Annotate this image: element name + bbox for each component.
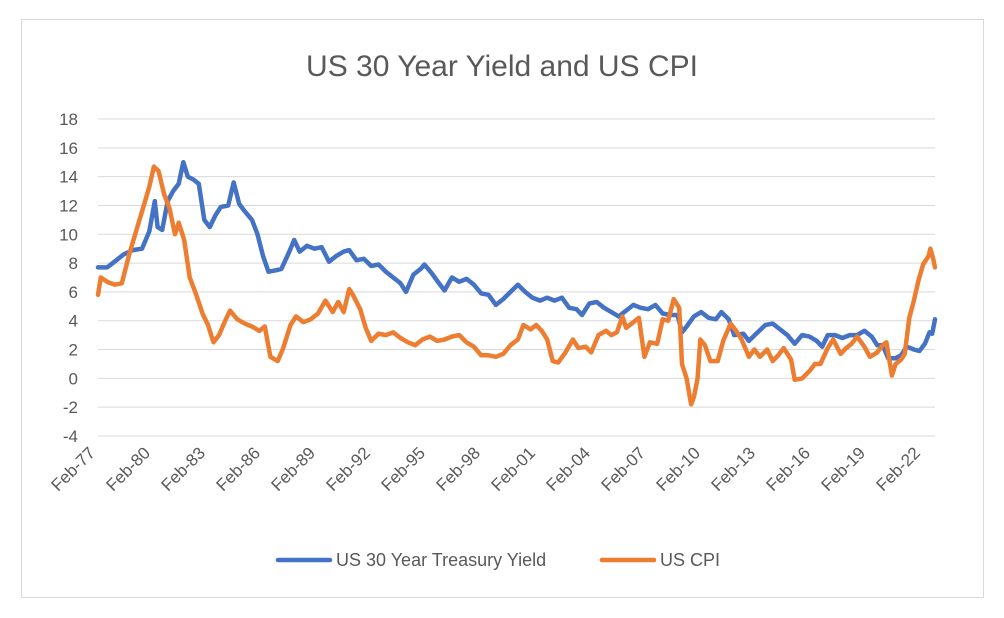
legend-label-1: US CPI <box>660 550 720 570</box>
x-tick-label: Feb-77 <box>47 443 99 495</box>
y-tick-label: 2 <box>69 341 78 360</box>
y-tick-label: 12 <box>59 196 78 215</box>
y-tick-label: 0 <box>69 369 78 388</box>
x-tick-label: Feb-92 <box>322 443 374 495</box>
x-axis-tick-labels: Feb-77 Feb-80 Feb-83 Feb-86 Feb-89 Feb-92 Feb-… <box>47 443 924 495</box>
x-tick-label: Feb-80 <box>102 443 154 495</box>
y-tick-label: 4 <box>69 312 78 331</box>
x-tick-label: Feb-01 <box>488 443 540 495</box>
chart-svg: US 30 Year Yield and US CPI -4 -2 0 2 4 6 8 10 1… <box>47 50 938 570</box>
x-tick-label: Feb-19 <box>818 443 870 495</box>
x-tick-label: Feb-13 <box>708 443 760 495</box>
chart-frame: US 30 Year Yield and US CPI -4 -2 0 2 4 6 8 10 1… <box>21 19 984 598</box>
y-axis-tick-labels: -4 -2 0 2 4 6 8 10 12 14 16 18 <box>59 110 78 446</box>
x-tick-label: Feb-10 <box>653 443 705 495</box>
chart-title: US 30 Year Yield and US CPI <box>306 50 698 83</box>
y-tick-label: 10 <box>59 225 78 244</box>
x-tick-label: Feb-04 <box>543 443 595 495</box>
x-tick-label: Feb-86 <box>212 443 264 495</box>
x-tick-label: Feb-89 <box>267 443 319 495</box>
legend: US 30 Year Treasury Yield US CPI <box>275 550 720 570</box>
x-tick-label: Feb-07 <box>598 443 650 495</box>
x-tick-label: Feb-83 <box>157 443 209 495</box>
x-tick-label: Feb-16 <box>763 443 815 495</box>
y-tick-label: 18 <box>59 110 78 129</box>
series-line-1 <box>95 164 938 407</box>
y-tick-label: 8 <box>69 254 78 273</box>
y-tick-label: 14 <box>59 168 78 187</box>
x-tick-label: Feb-95 <box>377 443 429 495</box>
gridlines <box>98 118 935 437</box>
series-line-0 <box>95 159 938 361</box>
legend-label-0: US 30 Year Treasury Yield <box>336 550 546 570</box>
x-tick-label: Feb-22 <box>873 443 925 495</box>
y-tick-label: 6 <box>69 283 78 302</box>
x-tick-label: Feb-98 <box>433 443 485 495</box>
y-tick-label: 16 <box>59 139 78 158</box>
y-tick-label: -4 <box>63 427 78 446</box>
series-lines <box>95 159 938 407</box>
y-tick-label: -2 <box>63 398 78 417</box>
